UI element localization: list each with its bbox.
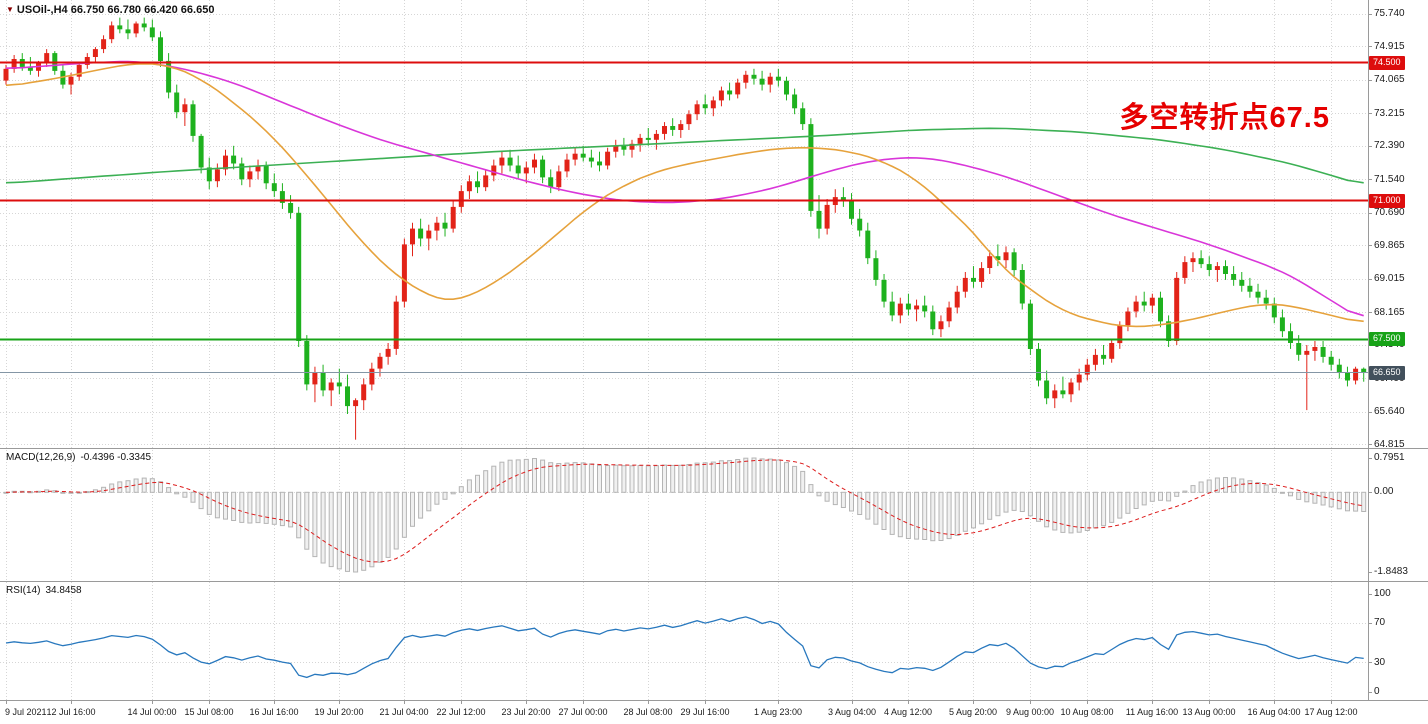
time-tick-label: 13 Aug 00:00 [1182,707,1236,717]
time-tick-label: 1 Aug 23:00 [753,707,803,717]
rsi-axis-label: 30 [1374,657,1386,668]
time-tick-label: 15 Jul 08:00 [184,707,234,717]
time-tick-label: 23 Jul 20:00 [501,707,551,717]
symbol-ohlc-text: USOil-,H4 66.750 66.780 66.420 66.650 [16,4,215,16]
price-level-badge-67.500: 67.500 [1369,332,1405,346]
price-tick-label: 75.740 [1374,8,1405,19]
panel-frames [0,0,1428,704]
price-tick-label: 65.640 [1374,406,1405,417]
time-tick-label: 3 Aug 04:00 [827,707,877,717]
time-tick-label: 29 Jul 16:00 [680,707,730,717]
candlestick-series [3,17,1367,440]
time-tick-label: 5 Aug 20:00 [948,707,998,717]
price-level-badge-66.650: 66.650 [1369,366,1405,380]
price-tick-label: 70.690 [1374,207,1405,218]
price-tick-label: 73.215 [1374,108,1405,119]
symbol-info: ▼ USOil-,H4 66.750 66.780 66.420 66.650 [6,4,214,16]
rsi-name: RSI(14) [6,585,41,596]
price-tick-label: 68.165 [1374,307,1405,318]
price-tick-label: 64.815 [1374,439,1405,450]
time-tick-label: 22 Jul 12:00 [436,707,486,717]
price-level-badge-71.000: 71.000 [1369,194,1405,208]
ma-mid-magenta-line [5,60,1364,317]
time-tick-label: 4 Aug 12:00 [883,707,933,717]
rsi-axis-label: 70 [1374,617,1386,628]
symbol-marker-icon: ▼ [6,5,14,14]
time-tick-label: 19 Jul 20:00 [314,707,364,717]
annotation-text: 多空转折点67.5 [1119,102,1330,134]
price-tick-label: 72.390 [1374,140,1405,151]
rsi-value: 34.8458 [45,585,82,596]
macd-signal-line [5,459,1364,563]
time-tick-label: 9 Aug 00:00 [1005,707,1055,717]
macd-axis-label: -1.8483 [1374,566,1408,577]
macd-indicator-label: MACD(12,26,9) -0.4396 -0.3345 [6,452,151,463]
rsi-axis-label: 0 [1374,686,1380,697]
price-tick-label: 69.015 [1374,273,1405,284]
time-tick-label: 21 Jul 04:00 [379,707,429,717]
time-tick-label: 17 Aug 12:00 [1304,707,1358,717]
time-tick-label: 16 Aug 04:00 [1247,707,1301,717]
time-tick-label: 28 Jul 08:00 [623,707,673,717]
macd-values: -0.4396 -0.3345 [80,452,152,463]
ma-slow-green-line [5,127,1364,184]
macd-name: MACD(12,26,9) [6,452,76,463]
time-tick-label: 9 Jul 2021 [5,707,47,717]
macd-axis-label: 0.00 [1374,486,1394,497]
price-tick-label: 69.865 [1374,240,1405,251]
price-level-badge-74.500: 74.500 [1369,56,1405,70]
macd-axis-label: 0.7951 [1374,452,1405,463]
rsi-axis-label: 100 [1374,588,1391,599]
rsi-indicator-label: RSI(14) 34.8458 [6,585,82,596]
time-tick-label: 27 Jul 00:00 [558,707,608,717]
time-tick-label: 16 Jul 16:00 [249,707,299,717]
price-tick-label: 71.540 [1374,174,1405,185]
ma-fast-orange-line [5,62,1364,328]
price-tick-label: 74.915 [1374,41,1405,52]
time-tick-label: 11 Aug 16:00 [1125,707,1179,717]
price-tick-label: 74.065 [1374,74,1405,85]
gridlines [0,0,1368,700]
rsi-line [5,616,1364,679]
time-tick-label: 12 Jul 16:00 [46,707,96,717]
time-tick-label: 10 Aug 08:00 [1060,707,1114,717]
time-tick-label: 14 Jul 00:00 [127,707,177,717]
